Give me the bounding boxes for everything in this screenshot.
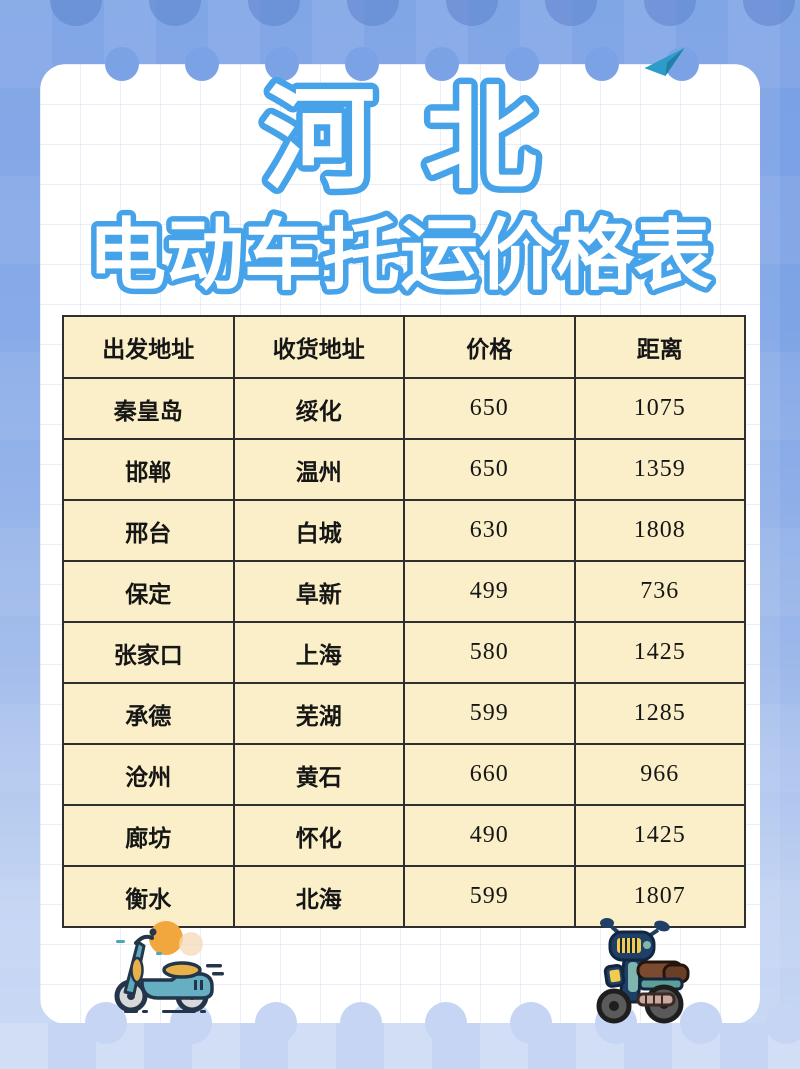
edge-tab [545, 0, 597, 26]
cell-price: 650 [403, 438, 576, 501]
cell-distance: 1808 [573, 499, 746, 562]
paper-plane-icon [644, 47, 685, 77]
sun-icon [149, 921, 183, 955]
cell-destination: 上海 [232, 621, 405, 684]
cell-destination: 怀化 [232, 804, 405, 867]
cell-distance: 1359 [573, 438, 746, 501]
edge-tab [149, 0, 201, 26]
cell-price: 630 [403, 499, 576, 562]
cell-departure: 邢台 [62, 499, 235, 562]
col-header-price: 价格 [403, 315, 576, 379]
cell-distance: 1285 [573, 682, 746, 745]
cell-destination: 温州 [232, 438, 405, 501]
cell-distance: 966 [573, 743, 746, 806]
cell-destination: 绥化 [232, 377, 405, 440]
table-row: 沧州 黄石 660 966 [62, 743, 746, 806]
title-line2: 电动车托运价格表 [88, 211, 712, 299]
card-notch [265, 47, 299, 81]
wave-dome [255, 1002, 297, 1044]
scooter-icon [114, 921, 224, 1013]
edge-tab [743, 0, 795, 26]
cell-destination: 北海 [232, 865, 405, 928]
edge-tab [248, 0, 300, 26]
card-notch [105, 47, 139, 81]
wave-dome [680, 1002, 722, 1044]
cell-destination: 黄石 [232, 743, 405, 806]
cell-price: 650 [403, 377, 576, 440]
table-row: 张家口 上海 580 1425 [62, 621, 746, 684]
poster-subtitle: 电动车托运价格表 [82, 206, 717, 305]
cell-distance: 1075 [573, 377, 746, 440]
cell-distance: 1807 [573, 865, 746, 928]
wave-dome [510, 1002, 552, 1044]
table-row: 承德 芜湖 599 1285 [62, 682, 746, 745]
cell-destination: 阜新 [232, 560, 405, 623]
cell-distance: 1425 [573, 804, 746, 867]
table-row: 保定 阜新 499 736 [62, 560, 746, 623]
motorcycle-icon [596, 918, 690, 1024]
wave-dome [340, 1002, 382, 1044]
table-row: 邢台 白城 630 1808 [62, 499, 746, 562]
edge-tab [446, 0, 498, 26]
wave-dome [85, 1002, 127, 1044]
cell-departure: 衡水 [62, 865, 235, 928]
cell-departure: 秦皇岛 [62, 377, 235, 440]
poster-title: 河北 [257, 71, 587, 209]
table-row: 秦皇岛 绥化 650 1075 [62, 377, 746, 440]
cell-departure: 承德 [62, 682, 235, 745]
card-notch [585, 47, 619, 81]
price-table-body: 秦皇岛 绥化 650 1075 邯郸 温州 650 1359 邢台 白城 630… [62, 377, 746, 928]
wave-dome [425, 1002, 467, 1044]
cell-departure: 张家口 [62, 621, 235, 684]
cell-destination: 白城 [232, 499, 405, 562]
cell-departure: 廊坊 [62, 804, 235, 867]
edge-tab [644, 0, 696, 26]
cell-distance: 1425 [573, 621, 746, 684]
edge-tab [347, 0, 399, 26]
cell-price: 499 [403, 560, 576, 623]
table-row: 衡水 北海 599 1807 [62, 865, 746, 928]
title-line1: 河北 [263, 77, 587, 202]
cell-destination: 芜湖 [232, 682, 405, 745]
card-notch [425, 47, 459, 81]
cell-price: 580 [403, 621, 576, 684]
col-header-distance: 距离 [573, 315, 746, 379]
edge-tab [50, 0, 102, 26]
col-header-destination: 收货地址 [232, 315, 405, 379]
table-row: 邯郸 温州 650 1359 [62, 438, 746, 501]
wave-dome [765, 1002, 800, 1044]
price-table: 出发地址 收货地址 价格 距离 秦皇岛 绥化 650 1075 邯郸 温州 65… [62, 315, 746, 928]
cell-price: 660 [403, 743, 576, 806]
table-row: 廊坊 怀化 490 1425 [62, 804, 746, 867]
cell-price: 490 [403, 804, 576, 867]
cell-departure: 保定 [62, 560, 235, 623]
cell-price: 599 [403, 865, 576, 928]
bottom-wave-band [0, 1023, 800, 1069]
cell-price: 599 [403, 682, 576, 745]
cell-distance: 736 [573, 560, 746, 623]
card-notch [345, 47, 379, 81]
card-notch [185, 47, 219, 81]
cell-departure: 沧州 [62, 743, 235, 806]
cell-departure: 邯郸 [62, 438, 235, 501]
table-header-row: 出发地址 收货地址 价格 距离 [62, 315, 746, 379]
card-notch [505, 47, 539, 81]
col-header-departure: 出发地址 [62, 315, 235, 379]
